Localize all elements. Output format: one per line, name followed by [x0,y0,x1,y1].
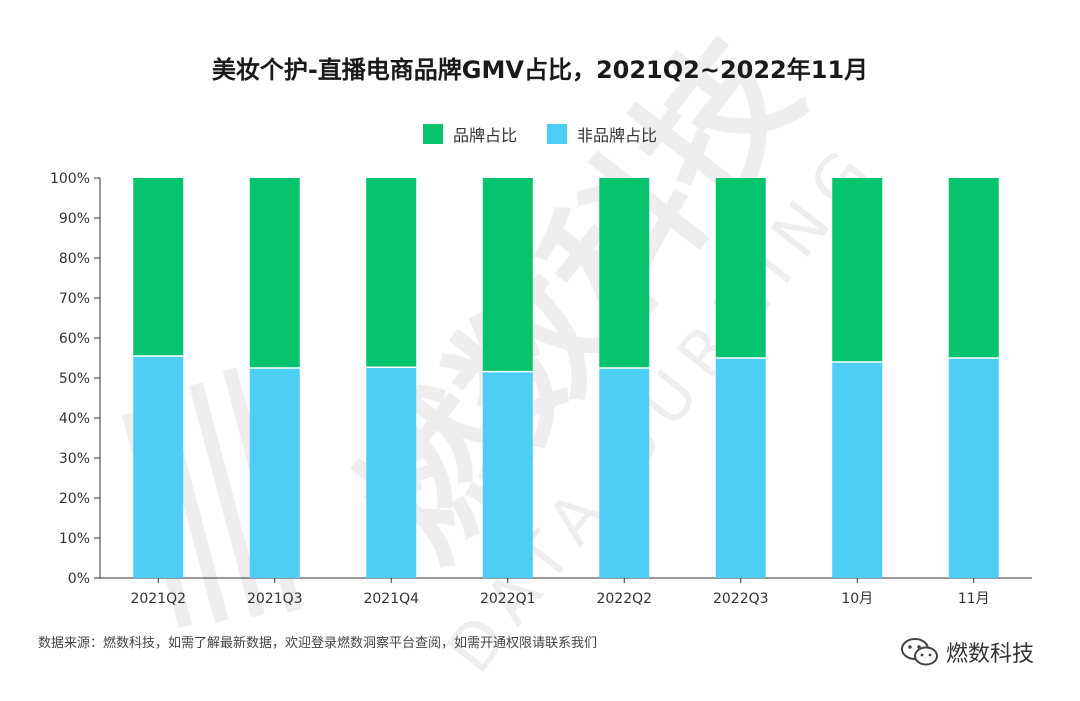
source-note: 数据来源：燃数科技，如需了解最新数据，欢迎登录燃数洞察平台查阅，如需开通权限请联… [38,636,598,651]
legend-swatch-nonbrand [547,124,567,144]
bar-brand [249,178,300,368]
y-tick-label: 40% [59,411,90,427]
bar-brand [948,178,999,358]
bar-brand [599,178,650,368]
x-tick-label: 2021Q4 [363,591,419,607]
bar-brand [366,178,417,368]
legend-label-brand: 品牌占比 [452,126,517,145]
legend-item-brand: 品牌占比 [422,122,517,146]
legend: 品牌占比 非品牌占比 [0,122,1080,146]
x-tick-label: 2021Q2 [130,591,186,607]
bar-brand [832,178,883,362]
y-tick-label: 10% [59,531,90,547]
bar-nonbrand [832,362,883,578]
y-tick-label: 60% [59,331,90,347]
x-tick-label: 2022Q1 [480,591,536,607]
chart-title: 美妆个护-直播电商品牌GMV占比，2021Q2~2022年11月 [211,56,869,84]
y-tick-label: 30% [59,451,90,467]
brand-name: 燃数科技 [946,642,1035,667]
bar-brand [133,178,184,356]
wechat-icon [901,638,938,666]
x-tick-label: 11月 [958,591,990,607]
legend-swatch-brand [422,124,443,144]
y-tick-label: 20% [59,491,90,507]
y-tick-label: 70% [59,291,90,307]
bar-brand [482,178,533,372]
x-tick-label: 2022Q3 [713,591,769,607]
bar-nonbrand [133,356,184,578]
y-tick-label: 100% [50,171,90,187]
bar-nonbrand [599,368,650,578]
brand-badge: 燃数科技 [900,636,1034,668]
y-tick-label: 90% [59,211,90,227]
bar-nonbrand [948,358,999,578]
bar-nonbrand [249,368,300,578]
bar-nonbrand [715,358,766,578]
bar-nonbrand [366,367,417,578]
y-tick-label: 80% [59,251,90,267]
legend-item-nonbrand: 非品牌占比 [547,122,657,146]
y-tick-label: 50% [59,371,90,387]
x-tick-label: 2021Q3 [247,591,303,607]
x-tick-label: 2022Q2 [596,591,652,607]
legend-label-nonbrand: 非品牌占比 [577,126,658,145]
bar-brand [715,178,766,358]
bar-nonbrand [482,371,533,578]
y-tick-label: 0% [68,571,90,587]
x-tick-label: 10月 [841,591,873,607]
